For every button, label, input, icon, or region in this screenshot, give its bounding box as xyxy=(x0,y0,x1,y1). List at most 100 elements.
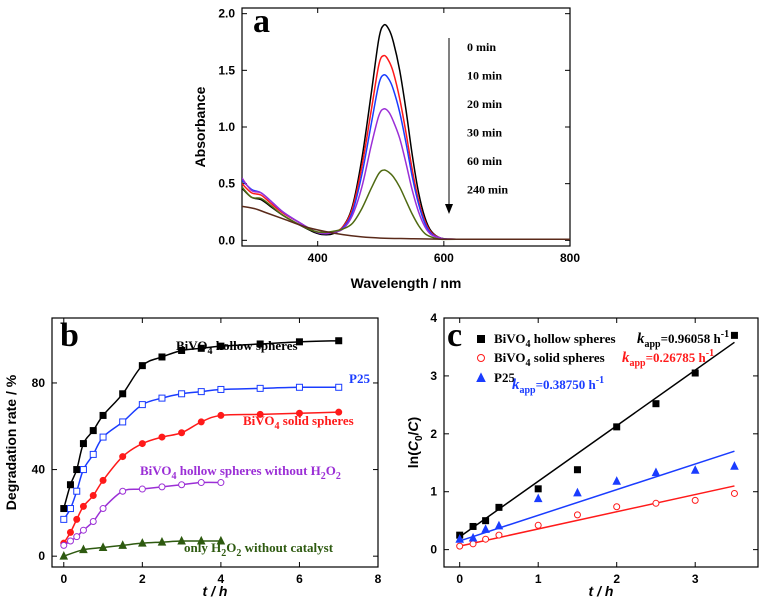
rate-constant-label: kapp=0.96058 h-1 xyxy=(637,329,729,350)
data-point-circle xyxy=(79,526,87,534)
data-point-square xyxy=(66,505,74,513)
x-tick-label: 2 xyxy=(139,572,146,586)
data-point-circle xyxy=(89,518,97,526)
data-point-circle xyxy=(79,502,87,510)
data-point-triangle xyxy=(118,540,128,549)
data-point-square xyxy=(256,384,264,392)
series-line xyxy=(63,386,339,520)
data-point-square xyxy=(197,388,205,396)
legend-label: 20 min xyxy=(467,97,502,111)
data-point-circle xyxy=(652,499,660,507)
data-point-square xyxy=(495,503,503,511)
x-tick-label: 2 xyxy=(613,572,620,586)
label-part: P25 xyxy=(349,371,370,386)
data-point-triangle xyxy=(216,535,226,545)
x-tick-label: 0 xyxy=(60,572,67,586)
x-tick-label: 400 xyxy=(308,251,328,265)
y-tick-label: 0.0 xyxy=(218,233,235,247)
fit-line xyxy=(459,485,735,547)
data-point-circle xyxy=(138,485,146,493)
data-point-square xyxy=(66,481,74,489)
x-axis-title: Wavelength / nm xyxy=(351,275,462,291)
legend-label: 60 min xyxy=(467,154,502,168)
label-subscript: 4 xyxy=(526,358,531,369)
y-tick-label: 1.5 xyxy=(218,63,235,77)
x-tick-label: 1 xyxy=(535,572,542,586)
data-point-triangle xyxy=(468,532,478,542)
data-point-circle xyxy=(119,487,127,495)
label-subscript: 4 xyxy=(275,421,280,432)
data-point-circle xyxy=(456,542,464,550)
data-point-square xyxy=(477,335,485,343)
label-subscript: app xyxy=(645,339,662,350)
label-part: / xyxy=(405,431,421,435)
legend-label: 30 min xyxy=(467,126,502,140)
data-point-circle xyxy=(495,531,503,539)
x-tick-label: 800 xyxy=(560,251,580,265)
data-point-triangle xyxy=(59,551,69,560)
label-part: hollow spheres xyxy=(213,338,298,353)
label-part: BiVO xyxy=(140,463,172,478)
data-point-square xyxy=(60,505,68,513)
panel-letter: b xyxy=(60,317,79,354)
data-point-square xyxy=(295,383,303,391)
data-point-circle xyxy=(197,479,205,487)
data-point-square xyxy=(469,522,477,530)
label-subscript: 0 xyxy=(414,435,425,441)
series-line xyxy=(242,205,570,240)
label-subscript: app xyxy=(630,358,647,369)
data-point-triangle xyxy=(690,465,700,474)
series-line xyxy=(242,54,570,241)
label-part: C xyxy=(405,421,421,432)
data-point-square xyxy=(217,385,225,393)
data-point-square xyxy=(178,390,186,398)
data-point-square xyxy=(178,346,186,354)
label-part: k xyxy=(637,331,645,347)
label-part: BiVO xyxy=(176,338,208,353)
label-subscript: 2 xyxy=(236,548,241,559)
data-point-square xyxy=(335,383,343,391)
data-point-square xyxy=(89,427,97,435)
label-subscript: app xyxy=(520,385,537,396)
data-point-circle xyxy=(573,511,581,519)
data-point-square xyxy=(482,517,490,525)
rate-constant-label: kapp=0.26785 h-1 xyxy=(622,348,714,369)
y-axis-title: ln(C0/C) xyxy=(405,417,425,468)
label-part: O xyxy=(226,540,236,555)
data-point-circle xyxy=(335,408,343,416)
data-point-circle xyxy=(158,433,166,441)
data-point-square xyxy=(573,466,581,474)
data-point-circle xyxy=(469,540,477,548)
data-point-square xyxy=(158,394,166,402)
y-tick-label: 0.5 xyxy=(218,177,235,191)
rate-constant-label: kapp=0.38750 h-1 xyxy=(512,375,604,396)
data-point-triangle xyxy=(138,538,147,547)
data-point-circle xyxy=(197,418,205,426)
data-point-circle xyxy=(256,410,264,418)
data-point-circle xyxy=(477,354,485,362)
data-point-triangle xyxy=(157,536,167,546)
data-point-square xyxy=(138,401,146,409)
series-line xyxy=(242,169,570,241)
label-superscript: -1 xyxy=(706,348,714,359)
series-label: BiVO4 hollow spheres xyxy=(176,338,298,357)
data-point-circle xyxy=(178,481,186,489)
label-part: k xyxy=(512,377,520,393)
data-point-square xyxy=(256,340,264,348)
data-point-square xyxy=(335,337,343,345)
data-point-square xyxy=(119,418,127,426)
label-superscript: -1 xyxy=(721,329,729,340)
data-point-triangle xyxy=(476,372,486,382)
data-point-circle xyxy=(482,535,490,543)
data-point-triangle xyxy=(98,542,108,552)
data-point-square xyxy=(295,338,303,346)
series-label: P25 xyxy=(349,371,370,386)
data-point-circle xyxy=(73,533,81,541)
legend-label: BiVO4 hollow spheres xyxy=(494,331,616,350)
label-part: P25 xyxy=(494,370,515,385)
x-tick-label: 6 xyxy=(296,572,303,586)
data-point-square xyxy=(60,515,68,523)
